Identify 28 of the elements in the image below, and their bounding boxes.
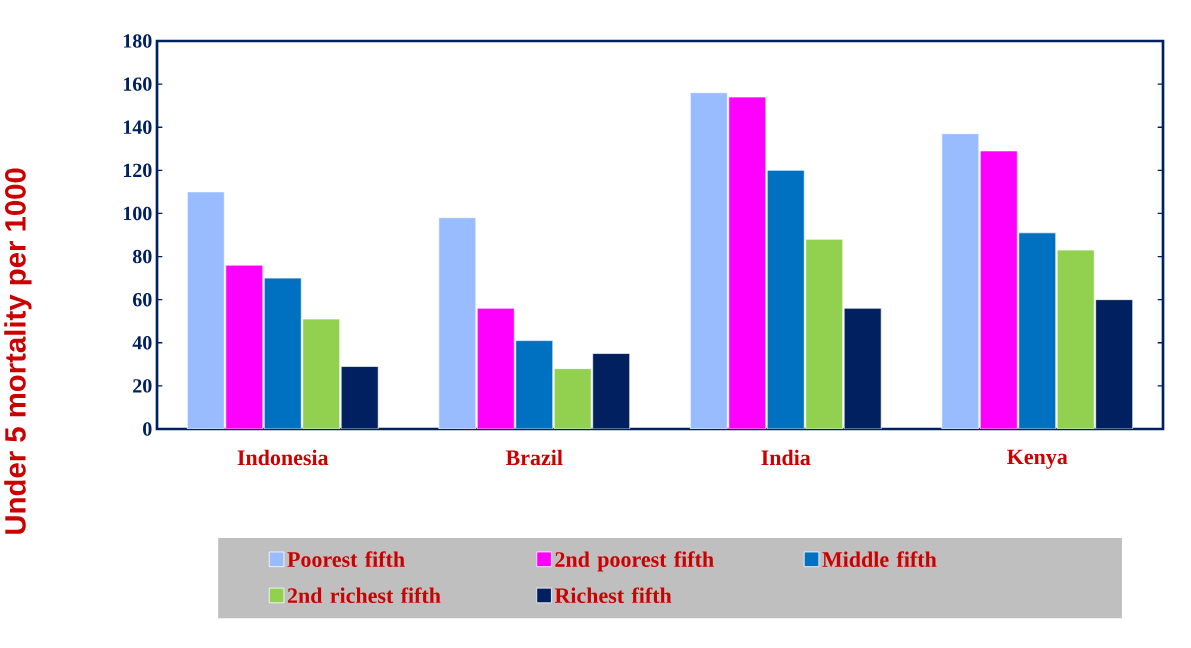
y-tick-label: 100 — [123, 206, 152, 221]
y-axis-title: Under 5 mortality per 1000 — [4, 168, 32, 534]
bar — [263, 277, 302, 429]
legend-label: Middle fifth — [822, 551, 937, 567]
legend-label: Richest fifth — [554, 587, 672, 604]
y-tick-label: 140 — [123, 120, 152, 134]
y-tick-label: 40 — [132, 336, 152, 350]
bar — [515, 340, 554, 429]
x-tick-label: India — [761, 449, 811, 466]
x-tick-label: Brazil — [505, 449, 563, 466]
y-tick-label: 180 — [123, 34, 152, 48]
bar — [1018, 232, 1057, 429]
x-tick-label: Indonesia — [237, 449, 329, 466]
bar — [1056, 249, 1095, 429]
bar — [766, 169, 805, 429]
legend-label: Poorest fifth — [287, 551, 405, 567]
bar — [805, 238, 844, 429]
legend-label: 2nd poorest fifth — [555, 551, 714, 572]
legend-label: 2nd richest fifth — [287, 587, 441, 604]
y-tick-label: 60 — [132, 292, 152, 307]
y-tick-label: 20 — [133, 379, 152, 393]
y-tick-label: 160 — [123, 77, 152, 91]
bar — [553, 368, 592, 429]
x-tick-label: Kenya — [1007, 449, 1068, 469]
y-tick-label: 0 — [143, 422, 152, 436]
y-tick-label: 120 — [123, 163, 152, 178]
y-tick-label: 80 — [132, 249, 152, 264]
bar — [302, 318, 341, 429]
